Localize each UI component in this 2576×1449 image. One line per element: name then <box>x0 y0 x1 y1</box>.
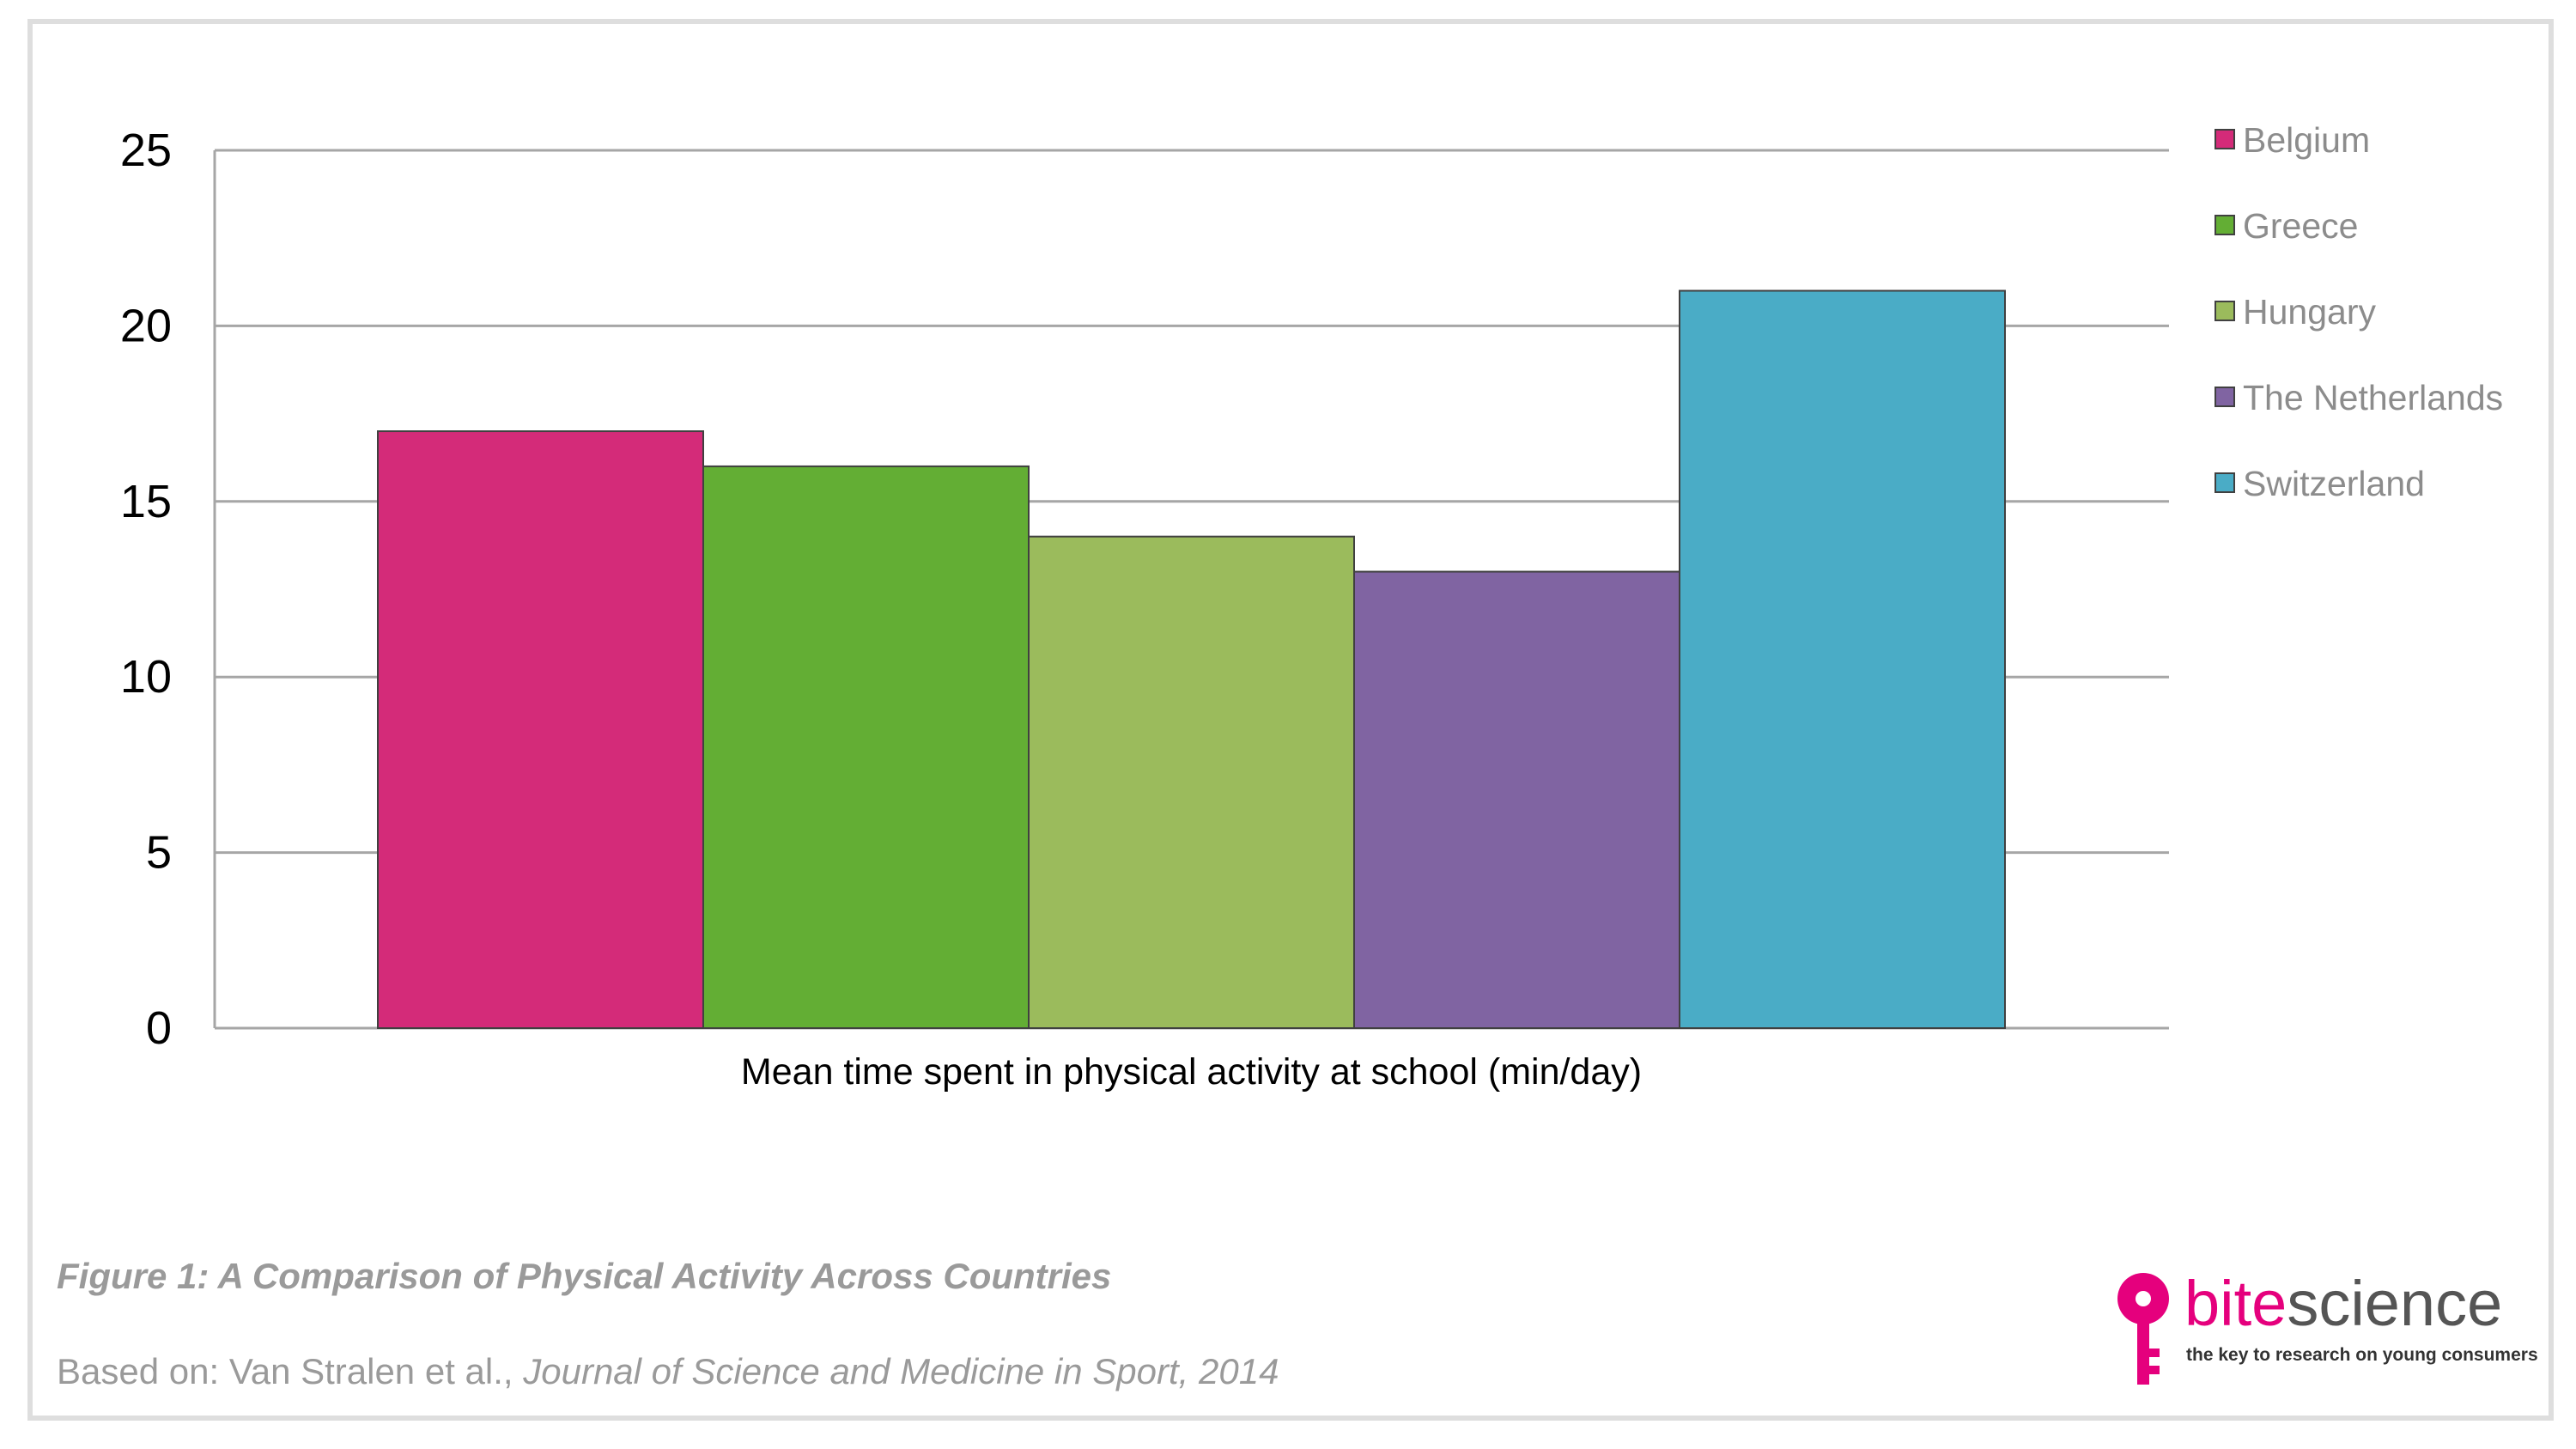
legend-label: Switzerland <box>2243 464 2425 503</box>
x-axis-label: Mean time spent in physical activity at … <box>741 1051 1642 1093</box>
bar-belgium <box>377 430 704 1030</box>
legend-label: Hungary <box>2243 292 2376 332</box>
legend-swatch <box>2215 387 2235 407</box>
legend-swatch <box>2215 215 2235 235</box>
y-tick-label: 15 <box>120 476 172 527</box>
legend-label: Belgium <box>2243 120 2370 160</box>
bar-the-netherlands <box>1353 570 1680 1029</box>
bar-switzerland <box>1679 289 2006 1029</box>
legend-swatch <box>2215 472 2235 493</box>
source-journal: Journal of Science and Medicine in Sport… <box>523 1351 1279 1391</box>
figure-caption: Figure 1: A Comparison of Physical Activ… <box>57 1256 1112 1296</box>
key-icon <box>2117 1273 2169 1385</box>
legend-label: Greece <box>2243 206 2358 246</box>
figure-source: Based on: Van Stralen et al., Journal of… <box>57 1351 1279 1392</box>
legend-swatch <box>2215 301 2235 321</box>
legend-label: The Netherlands <box>2243 378 2503 417</box>
legend-swatch <box>2215 129 2235 149</box>
bar-hungary <box>1028 535 1355 1029</box>
y-tick-label: 10 <box>120 651 172 703</box>
y-tick-label: 0 <box>146 1002 172 1054</box>
bitescience-logo: bitescience the key to research on young… <box>2114 1268 2538 1390</box>
y-tick-label: 5 <box>146 827 172 879</box>
y-tick-label: 25 <box>120 125 172 176</box>
y-tick-label: 20 <box>120 300 172 351</box>
source-prefix: Based on: Van Stralen et al., <box>57 1351 524 1391</box>
logo-wordmark: bitescience <box>2184 1268 2503 1339</box>
bar-greece <box>702 465 1030 1029</box>
logo-tagline: the key to research on young consumers <box>2186 1345 2538 1365</box>
